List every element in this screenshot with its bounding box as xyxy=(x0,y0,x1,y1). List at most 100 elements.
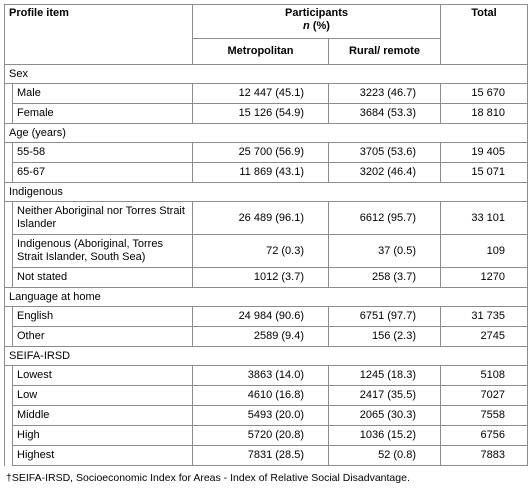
participants-label: Participants xyxy=(285,7,348,19)
metropolitan-cell: 7831 (28.5) xyxy=(192,445,329,466)
data-row: Other 2589 (9.4) 156 (2.3) 2745 xyxy=(4,326,528,347)
header-metropolitan: Metropolitan xyxy=(192,38,329,65)
metropolitan-cell: 72 (0.3) xyxy=(192,234,329,268)
section-row: Age (years) xyxy=(4,123,528,143)
rural-cell: 3223 (46.7) xyxy=(328,83,441,104)
row-label: Highest xyxy=(12,445,193,466)
total-cell: 1270 xyxy=(440,267,528,288)
section-row: Indigenous xyxy=(4,182,528,202)
data-row: Middle 5493 (20.0) 2065 (30.3) 7558 xyxy=(4,405,528,426)
row-label: Lowest xyxy=(12,365,193,386)
row-label: Not stated xyxy=(12,267,193,288)
total-cell: 18 810 xyxy=(440,103,528,124)
data-row: Neither Aboriginal nor Torres Strait Isl… xyxy=(4,201,528,235)
row-label: Other xyxy=(12,326,193,347)
row-label: Male xyxy=(12,83,193,104)
total-cell: 109 xyxy=(440,234,528,268)
section-row: SEIFA-IRSD xyxy=(4,346,528,366)
section-row: Language at home xyxy=(4,287,528,307)
row-label: Low xyxy=(12,385,193,406)
rural-cell: 52 (0.8) xyxy=(328,445,441,466)
rural-cell: 156 (2.3) xyxy=(328,326,441,347)
metropolitan-cell: 24 984 (90.6) xyxy=(192,306,329,327)
data-row: 65-67 11 869 (43.1) 3202 (46.4) 15 071 xyxy=(4,162,528,183)
total-cell: 15 071 xyxy=(440,162,528,183)
indent-cell xyxy=(4,142,13,163)
indent-cell xyxy=(4,83,13,104)
section-title: Sex xyxy=(4,64,528,84)
total-cell: 19 405 xyxy=(440,142,528,163)
rural-cell: 3202 (46.4) xyxy=(328,162,441,183)
indent-cell xyxy=(4,201,13,235)
rural-cell: 2417 (35.5) xyxy=(328,385,441,406)
total-cell: 31 735 xyxy=(440,306,528,327)
indent-cell xyxy=(4,365,13,386)
indent-cell xyxy=(4,385,13,406)
rural-cell: 3705 (53.6) xyxy=(328,142,441,163)
indent-cell xyxy=(4,326,13,347)
section-row: Sex xyxy=(4,64,528,84)
metropolitan-cell: 2589 (9.4) xyxy=(192,326,329,347)
n-unit: (%) xyxy=(312,20,330,32)
data-row: High 5720 (20.8) 1036 (15.2) 6756 xyxy=(4,425,528,446)
rural-cell: 6751 (97.7) xyxy=(328,306,441,327)
section-title: SEIFA-IRSD xyxy=(4,346,528,366)
row-label: High xyxy=(12,425,193,446)
rural-cell: 1036 (15.2) xyxy=(328,425,441,446)
metropolitan-cell: 11 869 (43.1) xyxy=(192,162,329,183)
data-row: Male 12 447 (45.1) 3223 (46.7) 15 670 xyxy=(4,83,528,104)
total-cell: 7558 xyxy=(440,405,528,426)
table-container: Profile item Participants n (%) Total Met… xyxy=(4,4,528,466)
data-row: Highest 7831 (28.5) 52 (0.8) 7883 xyxy=(4,445,528,466)
metropolitan-cell: 12 447 (45.1) xyxy=(192,83,329,104)
row-label: Indigenous (Aboriginal, Torres Strait Is… xyxy=(12,234,193,268)
indent-cell xyxy=(4,445,13,466)
profile-table: Profile item Participants n (%) Total Met… xyxy=(4,4,528,466)
data-row: Not stated 1012 (3.7) 258 (3.7) 1270 xyxy=(4,267,528,288)
data-row: Indigenous (Aboriginal, Torres Strait Is… xyxy=(4,234,528,268)
metropolitan-cell: 1012 (3.7) xyxy=(192,267,329,288)
row-label: Middle xyxy=(12,405,193,426)
n-symbol: n xyxy=(303,20,310,32)
section-title: Indigenous xyxy=(4,182,528,202)
rural-cell: 258 (3.7) xyxy=(328,267,441,288)
metropolitan-cell: 26 489 (96.1) xyxy=(192,201,329,235)
header-participants: Participants n (%) xyxy=(192,4,441,39)
total-cell: 2745 xyxy=(440,326,528,347)
metropolitan-cell: 5720 (20.8) xyxy=(192,425,329,446)
header-rural: Rural/ remote xyxy=(328,38,441,65)
indent-cell xyxy=(4,425,13,446)
indent-cell xyxy=(4,405,13,426)
row-label: 65-67 xyxy=(12,162,193,183)
data-row: Lowest 3863 (14.0) 1245 (18.3) 5108 xyxy=(4,365,528,386)
table-body: Sex Male 12 447 (45.1) 3223 (46.7) 15 670 Fem… xyxy=(4,64,528,466)
total-cell: 33 101 xyxy=(440,201,528,235)
header-profile-item: Profile item xyxy=(4,4,193,65)
header-total: Total xyxy=(440,4,528,65)
indent-cell xyxy=(4,103,13,124)
total-cell: 7883 xyxy=(440,445,528,466)
row-label: Neither Aboriginal nor Torres Strait Isl… xyxy=(12,201,193,235)
data-row: Female 15 126 (54.9) 3684 (53.3) 18 810 xyxy=(4,103,528,124)
data-row: Low 4610 (16.8) 2417 (35.5) 7027 xyxy=(4,385,528,406)
data-row: 55-58 25 700 (56.9) 3705 (53.6) 19 405 xyxy=(4,142,528,163)
row-label: Female xyxy=(12,103,193,124)
rural-cell: 37 (0.5) xyxy=(328,234,441,268)
indent-cell xyxy=(4,306,13,327)
rural-cell: 2065 (30.3) xyxy=(328,405,441,426)
metropolitan-cell: 5493 (20.0) xyxy=(192,405,329,426)
section-title: Age (years) xyxy=(4,123,528,143)
total-cell: 6756 xyxy=(440,425,528,446)
section-title: Language at home xyxy=(4,287,528,307)
metropolitan-cell: 25 700 (56.9) xyxy=(192,142,329,163)
row-label: English xyxy=(12,306,193,327)
metropolitan-cell: 3863 (14.0) xyxy=(192,365,329,386)
indent-cell xyxy=(4,162,13,183)
indent-cell xyxy=(4,234,13,268)
metropolitan-cell: 4610 (16.8) xyxy=(192,385,329,406)
total-cell: 5108 xyxy=(440,365,528,386)
data-row: English 24 984 (90.6) 6751 (97.7) 31 735 xyxy=(4,306,528,327)
indent-cell xyxy=(4,267,13,288)
rural-cell: 1245 (18.3) xyxy=(328,365,441,386)
